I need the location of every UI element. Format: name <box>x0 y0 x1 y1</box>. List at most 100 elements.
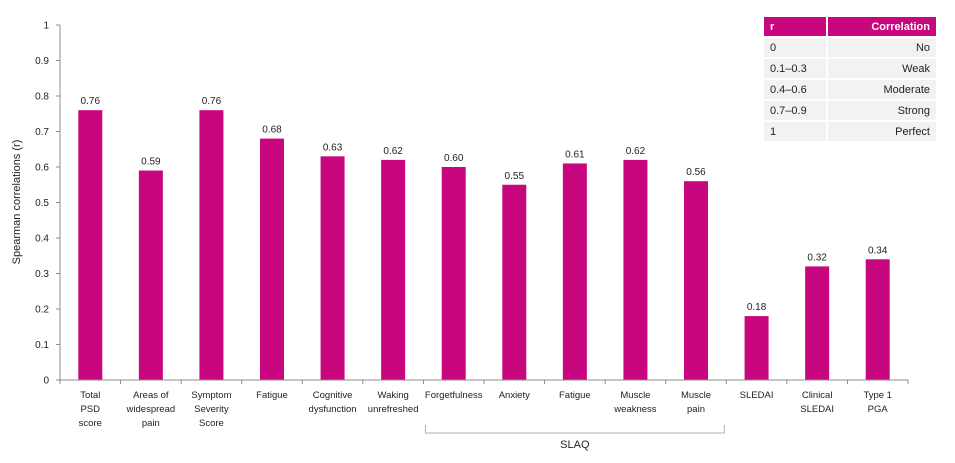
y-tick-label: 0.9 <box>35 56 49 67</box>
bar-data-label: 0.62 <box>383 146 403 157</box>
bar <box>623 159 648 380</box>
bar <box>562 163 587 380</box>
bar <box>78 110 103 380</box>
bar <box>744 316 769 380</box>
x-category-label: SLEDAI <box>740 390 774 401</box>
x-category-label-line: widespread <box>126 404 176 415</box>
x-category-label: Anxiety <box>499 390 530 401</box>
x-category-label: Areas of widespread pain <box>126 390 176 429</box>
legend-table-row: 0.1–0.3 Weak <box>764 59 936 78</box>
x-category-label-line: Total <box>80 390 100 401</box>
x-axis: Total PSD score Areas of widespread pain Sympt… <box>59 379 909 429</box>
y-tick-label: 0.6 <box>35 163 49 174</box>
x-category-label: Muscle pain <box>681 390 711 415</box>
x-category-label: Waking unrefreshed <box>368 390 419 415</box>
x-category-label-line: Fatigue <box>256 390 288 401</box>
x-category-label: Muscle weakness <box>613 390 656 415</box>
x-category-label-line: Muscle <box>620 390 650 401</box>
x-category-label-line: SLEDAI <box>800 404 834 415</box>
x-category-label-line: Areas of <box>133 390 169 401</box>
legend-cell-correlation: Perfect <box>828 122 936 141</box>
x-category-label: Cognitive dysfunction <box>309 390 357 415</box>
x-category-label-line: Severity <box>194 404 229 415</box>
legend-table-row: 0 No <box>764 38 936 57</box>
legend-cell-r: 0.4–0.6 <box>764 80 828 99</box>
y-tick-label: 0.5 <box>35 198 49 209</box>
bar-data-label: 0.61 <box>565 149 585 160</box>
x-category-label-line: Symptom <box>191 390 231 401</box>
x-category-label-line: pain <box>142 418 160 429</box>
bar-data-label: 0.63 <box>323 142 343 153</box>
legend-cell-correlation: No <box>828 38 936 57</box>
x-category-label-line: PSD <box>81 404 101 415</box>
x-category-label-line: Clinical <box>802 390 833 401</box>
bar-data-label: 0.76 <box>202 96 222 107</box>
bar <box>502 184 527 380</box>
bar <box>865 259 890 380</box>
legend-cell-r: 0.1–0.3 <box>764 59 828 78</box>
legend-table-header-row: r Correlation <box>764 17 936 36</box>
legend-table-row: 0.7–0.9 Strong <box>764 101 936 120</box>
legend-cell-correlation: Strong <box>828 101 936 120</box>
bar <box>260 138 284 380</box>
x-category-label-line: Muscle <box>681 390 711 401</box>
legend-table-row: 0.4–0.6 Moderate <box>764 80 936 99</box>
bar-data-label: 0.55 <box>505 171 525 182</box>
bar <box>441 167 466 380</box>
y-tick-label: 0.4 <box>35 234 49 245</box>
legend-cell-correlation: Weak <box>828 59 936 78</box>
bar-data-label: 0.60 <box>444 153 464 164</box>
x-category-label-line: unrefreshed <box>368 404 419 415</box>
x-category-label-line: dysfunction <box>309 404 357 415</box>
bar <box>684 181 708 380</box>
x-category-label-line: Fatigue <box>559 390 591 401</box>
bar <box>199 110 224 380</box>
bar-data-label: 0.56 <box>686 167 706 178</box>
x-category-label-line: PGA <box>868 404 889 415</box>
bar <box>320 156 345 380</box>
legend-cell-correlation: Moderate <box>828 80 936 99</box>
correlation-legend-table: r Correlation 0 No 0.1–0.3 Weak 0.4–0.6 … <box>764 15 936 143</box>
legend-cell-r: 0 <box>764 38 828 57</box>
legend-header-correlation: Correlation <box>828 17 936 36</box>
y-tick-label: 0 <box>43 376 49 387</box>
x-category-label: Total PSD score <box>79 390 102 429</box>
bar-data-label: 0.62 <box>626 146 646 157</box>
bar-data-label: 0.76 <box>81 96 101 107</box>
y-axis-title: Spearman correlations (r) <box>11 140 23 265</box>
y-tick-label: 0.1 <box>35 340 49 351</box>
bar-data-label: 0.32 <box>807 252 827 263</box>
group-label: SLAQ <box>560 439 590 451</box>
x-category-label-line: Waking <box>377 390 408 401</box>
bar-data-label: 0.68 <box>262 125 282 136</box>
y-tick-label: 1 <box>43 21 49 32</box>
x-category-label: Symptom Severity Score <box>191 390 231 429</box>
x-category-label-line: Type 1 <box>863 390 892 401</box>
slaq-group-bracket: SLAQ <box>424 425 725 451</box>
x-category-label-line: weakness <box>613 404 656 415</box>
bar <box>805 266 830 380</box>
x-category-label-line: Cognitive <box>313 390 353 401</box>
x-category-label: Forgetfulness <box>425 390 483 401</box>
x-category-label-line: Forgetfulness <box>425 390 483 401</box>
x-category-label: Type 1 PGA <box>863 390 892 415</box>
y-tick-label: 0.2 <box>35 305 49 316</box>
x-category-label-line: SLEDAI <box>740 390 774 401</box>
y-tick-label: 0.8 <box>35 92 49 103</box>
x-category-label: Fatigue <box>256 390 288 401</box>
legend-cell-r: 1 <box>764 122 828 141</box>
bars: 0.76 0.59 0.76 0.68 0.63 0.62 0.60 0.55 0.61 0.62… <box>78 96 890 380</box>
legend-cell-r: 0.7–0.9 <box>764 101 828 120</box>
group-bracket-line <box>424 425 725 434</box>
x-category-label: Clinical SLEDAI <box>800 390 834 415</box>
bar-data-label: 0.18 <box>747 302 767 313</box>
x-category-label-line: score <box>79 418 102 429</box>
bar-data-label: 0.34 <box>868 245 888 256</box>
bar <box>381 159 406 380</box>
legend-table-row: 1 Perfect <box>764 122 936 141</box>
x-category-label: Fatigue <box>559 390 591 401</box>
legend-header-r: r <box>764 17 828 36</box>
y-axis: 0 0.1 0.2 0.3 0.4 0.5 0.6 0.7 0.8 0.9 1 <box>35 21 61 387</box>
x-category-label-line: Anxiety <box>499 390 530 401</box>
